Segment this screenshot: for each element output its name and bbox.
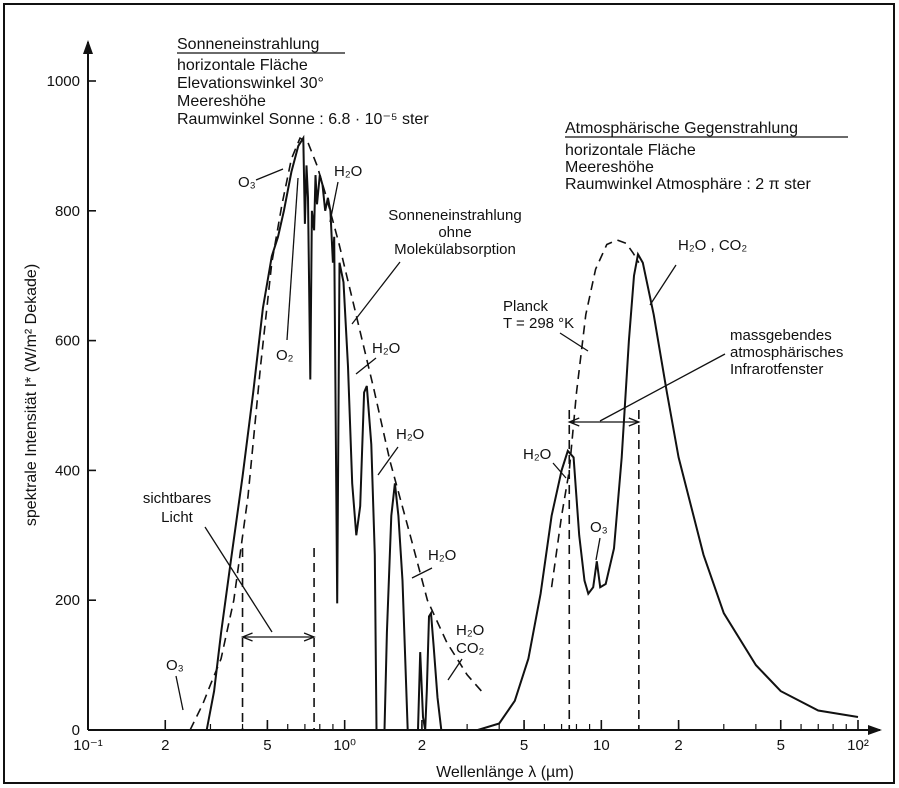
o3-bottom-label: O₃ bbox=[166, 657, 184, 674]
o3-top-pointer bbox=[255, 168, 284, 181]
atm-line-2: Meereshöhe bbox=[565, 159, 654, 176]
x-tick-label: 2 bbox=[674, 737, 682, 754]
atm-line-1: horizontale Fläche bbox=[565, 142, 696, 159]
window-band-arrow-right bbox=[628, 417, 641, 427]
x-axis-arrow bbox=[868, 725, 882, 735]
x-tick-label: 10 bbox=[593, 737, 610, 754]
x-axis-label: Wellenlänge λ (µm) bbox=[436, 764, 574, 781]
y-tick-label: 1000 bbox=[47, 73, 80, 90]
window-band-arrow-left bbox=[567, 417, 580, 427]
window-label-1: massgebendes bbox=[730, 327, 832, 344]
x-tick-label: 2 bbox=[161, 737, 169, 754]
h2o-co2-atm-label: H₂O , CO₂ bbox=[678, 237, 747, 254]
h2o-pointer-4 bbox=[411, 567, 433, 579]
planck-pointer bbox=[559, 332, 589, 352]
h2o-label-1: H₂O bbox=[334, 163, 362, 180]
h2o-co2-label-1: H₂O bbox=[456, 622, 484, 639]
h2o-pointer-3 bbox=[377, 446, 399, 476]
atm-heading: Atmosphärische Gegenstrahlung bbox=[565, 120, 798, 137]
o3-top-label: O₃ bbox=[238, 174, 256, 191]
x-tick-label: 2 bbox=[418, 737, 426, 754]
series-solar_no_absorption bbox=[189, 136, 485, 731]
x-tick-label: 10⁻¹ bbox=[73, 737, 103, 754]
x-tick-label: 5 bbox=[777, 737, 785, 754]
x-tick-label: 10² bbox=[847, 737, 869, 754]
no-absorption-label-2: ohne bbox=[438, 224, 471, 241]
o2-label: O₂ bbox=[276, 347, 294, 364]
visible-band-arrow-left bbox=[240, 632, 253, 642]
planck-label-2: T = 298 °K bbox=[503, 315, 574, 332]
h2o-co2-atm-pointer bbox=[649, 264, 677, 306]
h2o-atm-label: H₂O bbox=[523, 446, 551, 463]
series-atmospheric_measured bbox=[477, 251, 859, 731]
planck-label-1: Planck bbox=[503, 298, 549, 315]
solar-line-2: Elevationswinkel 30° bbox=[177, 75, 324, 92]
visible-light-label-1: sichtbares bbox=[143, 490, 211, 507]
chart-marks bbox=[189, 134, 859, 731]
solar-solid-angle: Raumwinkel Sonne : 6.8 · 10⁻⁵ ster bbox=[177, 111, 429, 128]
y-axis-label: spektrale Intensität I* (W/m² Dekade) bbox=[23, 264, 40, 526]
x-tick-label: 5 bbox=[520, 737, 528, 754]
series-solar_measured bbox=[205, 134, 478, 731]
solar-line-1: horizontale Fläche bbox=[177, 57, 308, 74]
solar-line-3: Meereshöhe bbox=[177, 93, 266, 110]
o3-atm-pointer bbox=[595, 537, 601, 561]
y-tick-label: 400 bbox=[55, 462, 80, 479]
h2o-co2-label-2: CO₂ bbox=[456, 640, 485, 657]
h2o-co2-pointer bbox=[447, 658, 463, 681]
window-pointer bbox=[599, 353, 726, 422]
o2-pointer bbox=[286, 177, 299, 341]
h2o-label-3: H₂O bbox=[396, 426, 424, 443]
x-tick-label: 5 bbox=[263, 737, 271, 754]
h2o-pointer-1 bbox=[329, 181, 339, 223]
h2o-label-2: H₂O bbox=[372, 340, 400, 357]
visible-light-pointer bbox=[204, 526, 273, 633]
no-absorption-label-1: Sonneneinstrahlung bbox=[388, 207, 521, 224]
y-tick-label: 200 bbox=[55, 592, 80, 609]
x-tick-label: 10⁰ bbox=[333, 737, 356, 754]
no-absorption-pointer bbox=[351, 261, 401, 325]
o3-atm-label: O₃ bbox=[590, 519, 608, 536]
frame bbox=[3, 3, 895, 784]
o3-bottom-pointer bbox=[175, 675, 184, 711]
axes: 0 200 400 600 800 1000 10⁻¹ 2 5 10⁰ 2 5 10 2 5 10² bbox=[47, 40, 882, 754]
no-absorption-label-3: Molekülabsorption bbox=[394, 241, 516, 258]
h2o-label-4: H₂O bbox=[428, 547, 456, 564]
visible-band-arrow-right bbox=[303, 632, 316, 642]
visible-light-label-2: Licht bbox=[161, 509, 194, 526]
y-tick-label: 600 bbox=[55, 333, 80, 350]
y-tick-label: 0 bbox=[72, 722, 80, 739]
atm-solid-angle: Raumwinkel Atmosphäre : 2 π ster bbox=[565, 176, 811, 193]
window-label-2: atmosphärisches bbox=[730, 344, 843, 361]
h2o-atm-pointer bbox=[552, 462, 567, 479]
y-tick-label: 800 bbox=[55, 203, 80, 220]
h2o-pointer-2 bbox=[355, 357, 377, 375]
solar-heading: Sonneneinstrahlung bbox=[177, 36, 319, 53]
window-label-3: Infrarotfenster bbox=[730, 361, 823, 378]
series-planck_298K bbox=[550, 239, 640, 588]
y-axis-arrow bbox=[83, 40, 93, 54]
